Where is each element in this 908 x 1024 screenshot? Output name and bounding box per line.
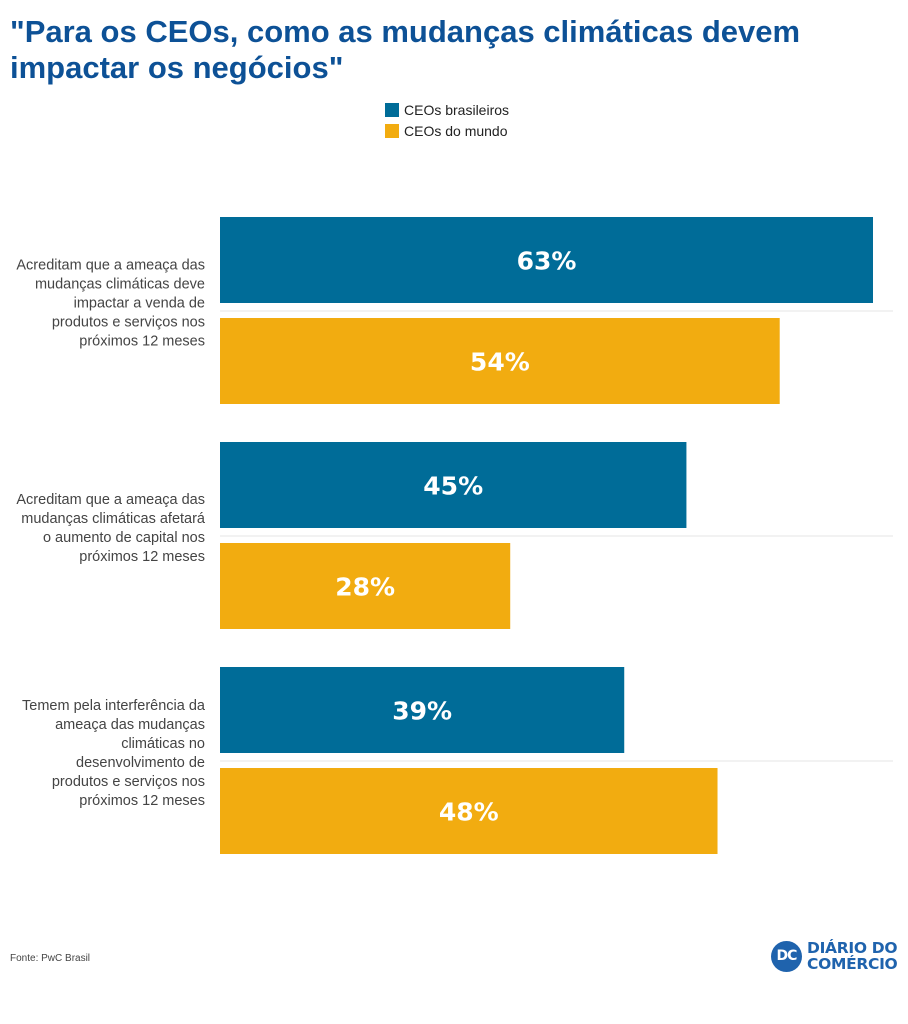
logo-line-2: COMÉRCIO — [807, 955, 898, 973]
logo-wordmark: DIÁRIO DO COMÉRCIO — [807, 939, 898, 973]
category-label: Acreditam que a ameaça das mudanças climá… — [16, 258, 205, 350]
bar-value-label: 45% — [423, 472, 483, 501]
legend-swatch-world — [385, 123, 399, 138]
legend-item-brazil: CEOs brasileiros — [385, 99, 509, 120]
bar-chart: 63% 54% Acreditam que a ameaça das mudanças… — [16, 217, 893, 854]
legend-label-brazil: CEOs brasileiros — [404, 101, 510, 118]
legend: CEOs brasileiros CEOs do mundo — [385, 99, 509, 141]
legend-item-world: CEOs do mundo — [385, 120, 509, 141]
bar-value-label: 39% — [392, 697, 452, 726]
bar-brazil-3 — [220, 667, 625, 753]
bar-brazil-1 — [220, 217, 873, 303]
category-label: Acreditam que a ameaça das mudanças climá… — [16, 492, 206, 565]
legend-label-world: CEOs do mundo — [404, 122, 508, 139]
category-label: Temem pela interferência da ameaça das mu… — [22, 698, 206, 809]
publisher-logo: DC DIÁRIO DO COMÉRCIO — [771, 939, 898, 973]
bar-brazil-2 — [220, 442, 687, 528]
logo-line-1: DIÁRIO DO — [807, 939, 898, 957]
legend-swatch-brazil — [385, 102, 399, 117]
bar-value-label: 48% — [439, 798, 499, 827]
bar-world-2 — [220, 543, 511, 629]
bar-value-label: 28% — [335, 573, 395, 602]
logo-mark: DC — [771, 940, 802, 972]
source-note: Fonte: PwC Brasil — [10, 953, 91, 964]
bar-world-3 — [220, 768, 718, 854]
bar-world-1 — [220, 318, 780, 404]
chart-title: "Para os CEOs, como as mudanças climátic… — [10, 14, 801, 85]
bar-value-label: 54% — [470, 348, 530, 377]
bar-value-label: 63% — [517, 247, 577, 276]
